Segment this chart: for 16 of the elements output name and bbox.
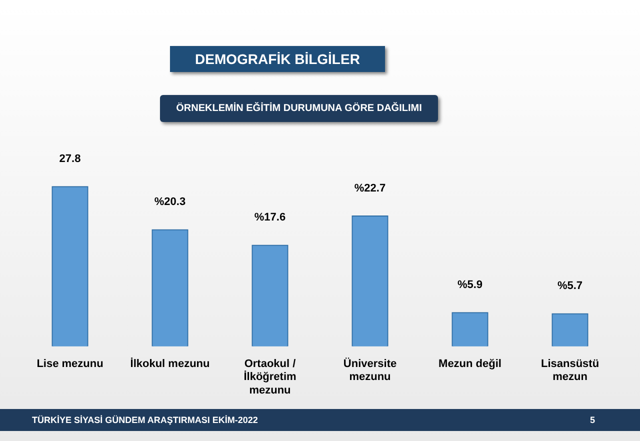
text: TÜRKİYE SİYASİ GÜNDEM ARAŞTIRMASI EKİM-2022 <box>32 414 258 427</box>
x-tick-label: Lise mezunu <box>36 358 104 370</box>
x-tick-label: Mezun değil <box>438 358 502 370</box>
x-tick-label: Ortaokul / İlköğretim mezunu <box>244 358 296 396</box>
text: 5 <box>590 414 596 427</box>
chart-title: DEMOGRAFİK BİLGİLER <box>170 46 385 72</box>
data-label: %5.9 <box>457 278 483 291</box>
x-tick-label: Üniversite mezunu <box>343 357 397 384</box>
data-label: %17.6 <box>254 212 286 224</box>
chart-subtitle: ÖRNEKLEMİN EĞİTİM DURUMUNA GÖRE DAĞILIMI <box>160 95 438 122</box>
data-label: %20.3 <box>154 196 186 208</box>
data-label: %22.7 <box>354 182 386 194</box>
data-label: 27.8 <box>59 152 81 165</box>
x-tick-label: İlkokul mezunu <box>130 357 210 370</box>
data-label: %5.7 <box>557 280 583 292</box>
x-tick-label: Lisansüstü mezun <box>540 358 600 384</box>
